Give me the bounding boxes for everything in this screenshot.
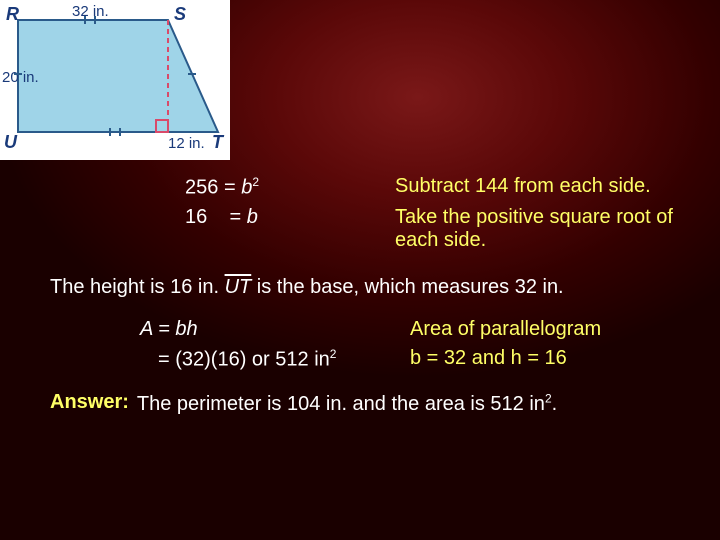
svg-text:20 in.: 20 in. [2, 69, 39, 86]
svg-text:S: S [174, 4, 186, 24]
svg-text:R: R [6, 4, 19, 24]
equation-row-2: 16 = b Take the positive square root of … [0, 206, 720, 252]
eq1-left: 256 = b2 [0, 175, 395, 200]
eq1-var: b [241, 177, 252, 199]
equation-row-3: A = bh Area of parallelogram [0, 318, 720, 341]
answer-text: The perimeter is 104 in. and the area is… [137, 391, 617, 417]
svg-text:12 in.: 12 in. [168, 135, 205, 152]
svg-text:U: U [4, 132, 18, 152]
segment-ut: UT [225, 276, 252, 298]
parallelogram-diagram: R S U T 32 in. 20 in. 12 in. [0, 0, 230, 160]
equation-row-4: = (32)(16) or 512 in2 b = 32 and h = 16 [0, 347, 720, 372]
answer-row: Answer: The perimeter is 104 in. and the… [50, 391, 720, 417]
eq4-left: = (32)(16) or 512 in2 [0, 347, 410, 372]
eq4-note: b = 32 and h = 16 [410, 347, 720, 372]
equation-row-1: 256 = b2 Subtract 144 from each side. [0, 175, 720, 200]
eq2-note: Take the positive square root of each si… [395, 206, 720, 252]
height-base-sentence: The height is 16 in. UT is the base, whi… [50, 274, 680, 300]
answer-label: Answer: [50, 391, 129, 417]
svg-text:32 in.: 32 in. [72, 3, 109, 20]
eq3-note: Area of parallelogram [410, 318, 720, 341]
slide-content: 256 = b2 Subtract 144 from each side. 16… [0, 175, 720, 417]
eq2-var: b [247, 206, 258, 228]
eq1-lhs: 256 [185, 177, 218, 199]
diagram-svg: R S U T 32 in. 20 in. 12 in. [0, 0, 230, 160]
eq3-left: A = bh [0, 318, 410, 341]
eq2-lhs: 16 [185, 206, 207, 228]
eq2-left: 16 = b [0, 206, 395, 252]
svg-text:T: T [212, 132, 225, 152]
eq1-note: Subtract 144 from each side. [395, 175, 720, 200]
